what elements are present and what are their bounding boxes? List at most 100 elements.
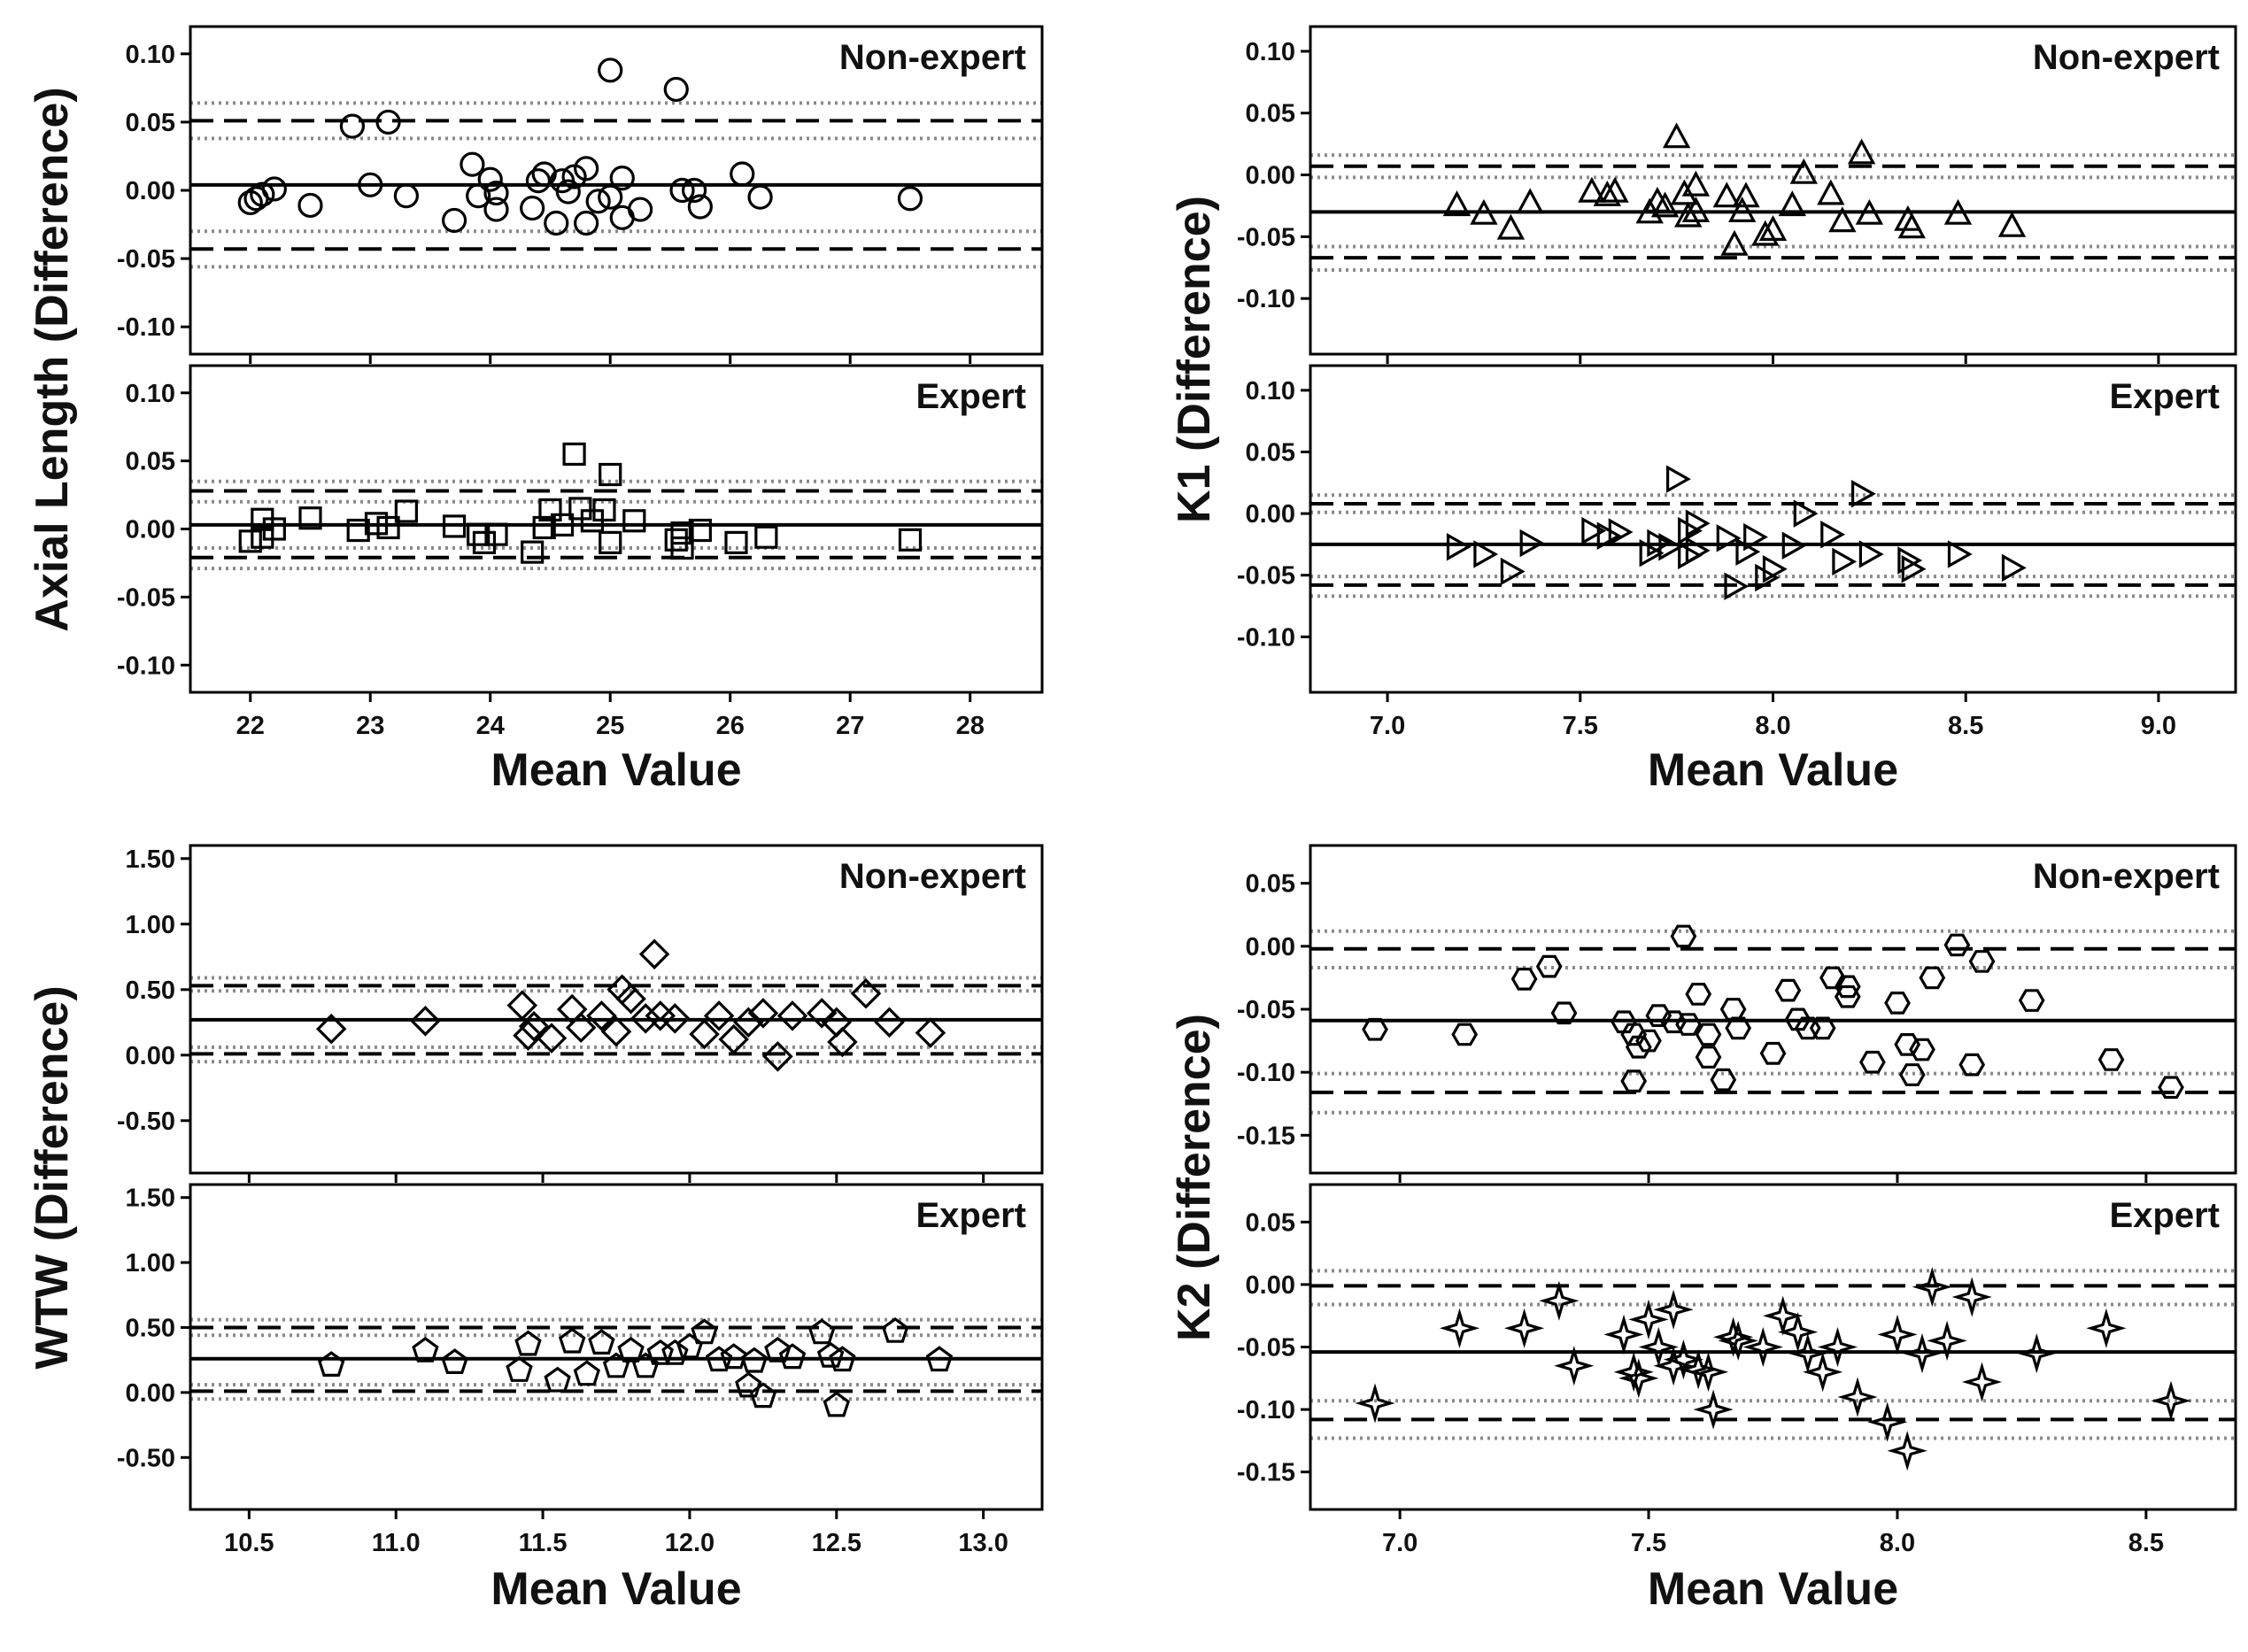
y-tick-label: 0.05 bbox=[1246, 870, 1295, 899]
data-point bbox=[525, 168, 552, 194]
data-point bbox=[238, 529, 262, 553]
data-point bbox=[2016, 1332, 2057, 1374]
data-point bbox=[1877, 1314, 1918, 1355]
data-point bbox=[1803, 1352, 1843, 1393]
data-point bbox=[483, 197, 509, 222]
data-point bbox=[2018, 989, 2045, 1012]
data-point bbox=[393, 183, 419, 209]
data-point bbox=[518, 1010, 550, 1042]
y-tick-label: 0.00 bbox=[1246, 1271, 1295, 1300]
data-point bbox=[1681, 197, 1711, 222]
data-point bbox=[339, 113, 366, 139]
data-point bbox=[1834, 984, 1861, 1008]
panel-axial-length-non-expert: 0.10 0.05 0.00 -0.05 -0.10 Non-expert bbox=[117, 25, 1044, 364]
data-point bbox=[1670, 179, 1699, 205]
data-point bbox=[1681, 170, 1711, 197]
data-point bbox=[1927, 1320, 1967, 1362]
data-point bbox=[638, 938, 670, 970]
data-points bbox=[1446, 465, 2027, 600]
data-point bbox=[477, 166, 503, 192]
y-tick-label: 0.00 bbox=[126, 516, 175, 544]
data-point bbox=[881, 1316, 909, 1343]
panel-k2-expert: 0.05 0.00 -0.05 -0.10 -0.15 Expert bbox=[1237, 1183, 2237, 1519]
data-point bbox=[1759, 1041, 1787, 1065]
x-tick-label: 12.0 bbox=[665, 1529, 715, 1557]
data-point bbox=[1665, 465, 1691, 493]
data-point bbox=[850, 977, 882, 1009]
data-point bbox=[718, 1023, 749, 1055]
data-point bbox=[724, 530, 748, 554]
panel-frame bbox=[189, 1183, 1044, 1511]
data-point bbox=[506, 1355, 533, 1382]
x-tick-label: 24 bbox=[476, 712, 505, 740]
data-point bbox=[1968, 950, 1996, 973]
data-point bbox=[410, 1006, 441, 1037]
data-point bbox=[1867, 1401, 1908, 1442]
y-tick-label: 0.00 bbox=[1246, 933, 1295, 961]
y-tick-label: -0.05 bbox=[1237, 1334, 1295, 1363]
data-point bbox=[1603, 1314, 1644, 1355]
data-point bbox=[555, 179, 581, 205]
data-point bbox=[1693, 1389, 1734, 1430]
panel-title: Expert bbox=[2110, 377, 2221, 416]
data-point bbox=[1762, 555, 1788, 583]
data-point bbox=[2086, 1308, 2127, 1348]
x-tick-label: 8.0 bbox=[1755, 712, 1790, 740]
data-point bbox=[689, 1018, 720, 1050]
data-point bbox=[733, 1007, 764, 1038]
reference-lines bbox=[1310, 1269, 2236, 1440]
data-point bbox=[1859, 1050, 1886, 1074]
data-point bbox=[1695, 1046, 1722, 1069]
data-point bbox=[1718, 1320, 1758, 1362]
data-point bbox=[1362, 1017, 1388, 1041]
data-point bbox=[1620, 1069, 1648, 1093]
x-tick-label: 8.5 bbox=[1948, 712, 1983, 740]
data-point bbox=[915, 1017, 946, 1048]
panel-title: Non-expert bbox=[839, 38, 1026, 77]
data-point bbox=[1894, 1032, 1921, 1056]
data-point bbox=[1716, 524, 1742, 552]
data-point bbox=[646, 1339, 674, 1365]
data-point bbox=[358, 172, 383, 197]
data-point bbox=[1809, 1016, 1836, 1040]
data-point bbox=[776, 1000, 808, 1031]
panel-wtw-non-expert: 1.50 1.00 0.50 0.00 -0.50 Non-expert bbox=[117, 844, 1044, 1183]
data-point bbox=[823, 1391, 850, 1417]
data-point bbox=[483, 180, 509, 206]
data-point bbox=[747, 998, 779, 1029]
data-point bbox=[1898, 1063, 1926, 1086]
data-point bbox=[1947, 540, 1973, 568]
data-point bbox=[630, 1003, 661, 1034]
data-point bbox=[1658, 532, 1684, 561]
data-point bbox=[898, 528, 923, 552]
y-axis-label: Axial Length (Difference) bbox=[27, 87, 78, 631]
x-tick-label: 9.0 bbox=[2141, 712, 2176, 740]
y-tick-label: -0.05 bbox=[117, 245, 175, 274]
data-point bbox=[1470, 198, 1498, 225]
data-point bbox=[874, 1007, 905, 1038]
y-tick-label: -0.10 bbox=[1237, 1396, 1295, 1424]
x-tick-label: 11.0 bbox=[372, 1529, 421, 1557]
y-tick-label: -0.15 bbox=[1237, 1122, 1295, 1150]
data-point bbox=[250, 181, 275, 207]
panel-frame bbox=[189, 844, 1044, 1175]
data-point bbox=[442, 514, 467, 538]
data-point bbox=[1858, 540, 1884, 568]
data-point bbox=[1943, 198, 1973, 225]
data-point bbox=[574, 210, 599, 236]
x-tick-label: 10.5 bbox=[224, 1529, 274, 1557]
data-point bbox=[615, 983, 646, 1015]
data-point bbox=[1611, 1010, 1637, 1034]
x-axis-label: Mean Value bbox=[1648, 745, 1898, 796]
data-point bbox=[705, 1346, 733, 1372]
data-point bbox=[1550, 1001, 1578, 1025]
x-tick-label: 26 bbox=[716, 712, 745, 740]
data-points bbox=[237, 58, 923, 236]
y-tick-label: -0.50 bbox=[117, 1108, 175, 1136]
y-tick-label: 0.05 bbox=[1246, 1208, 1295, 1237]
data-point bbox=[586, 1000, 617, 1031]
data-point bbox=[1720, 229, 1749, 256]
data-point bbox=[669, 177, 695, 204]
panel-title: Non-expert bbox=[839, 857, 1026, 896]
data-point bbox=[1618, 1358, 1659, 1399]
